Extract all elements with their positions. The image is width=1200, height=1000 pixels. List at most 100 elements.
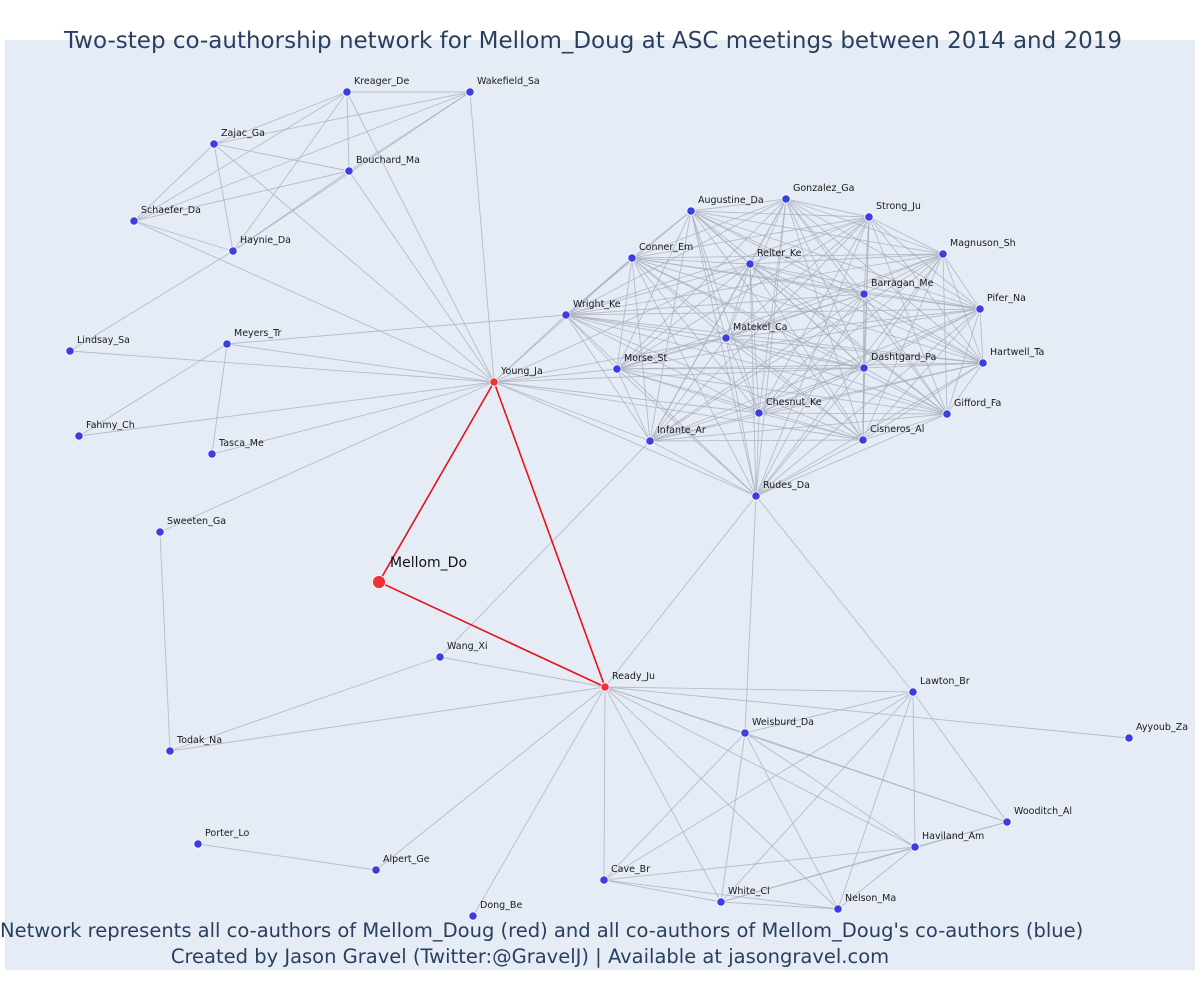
node-dashtgard-pa[interactable]: [859, 363, 869, 373]
coauthor-edge: [725, 337, 948, 415]
node-fahmy-ch[interactable]: [74, 431, 84, 441]
coauthor-edge: [631, 257, 751, 265]
coauthor-edge: [755, 439, 864, 497]
node-haviland-am[interactable]: [910, 842, 920, 852]
coauthor-edge: [213, 143, 234, 252]
node-label-strong-ju: Strong_Ju: [876, 201, 921, 212]
coauthor-edge: [744, 495, 757, 734]
node-hartwell-ta[interactable]: [978, 358, 988, 368]
network-graph: Mellom_Do Young_Ja Ready_Ju Kreager_De Wakef…: [65, 76, 1188, 921]
node-lawton-br[interactable]: [908, 687, 918, 697]
coauthor-edge: [604, 686, 746, 734]
coauthor-edge: [565, 257, 633, 316]
coauthor-edge: [758, 412, 948, 415]
coauthor-edge: [346, 91, 350, 172]
coauthor-edge: [749, 263, 757, 497]
node-lindsay-sa[interactable]: [65, 346, 75, 356]
node-wooditch-al[interactable]: [1002, 817, 1012, 827]
node-label-wang-xi: Wang_Xi: [447, 641, 488, 652]
node-cave-br[interactable]: [599, 875, 609, 885]
coauthor-edge: [616, 308, 981, 370]
node-label-meyers-tr: Meyers_Tr: [234, 328, 282, 339]
coauthor-edge: [725, 337, 865, 369]
coauthor-edge: [133, 220, 234, 252]
node-pifer-na[interactable]: [975, 304, 985, 314]
node-meyers-tr[interactable]: [222, 339, 232, 349]
node-porter-lo[interactable]: [193, 839, 203, 849]
coauthor-edge: [758, 308, 981, 414]
coauthor-edge: [565, 253, 944, 316]
coauthor-edge: [213, 91, 348, 145]
node-label-gifford-fa: Gifford_Fa: [954, 398, 1001, 409]
node-haynie-da[interactable]: [228, 246, 238, 256]
node-tasca-me[interactable]: [207, 449, 217, 459]
coauthor-edge: [649, 362, 984, 442]
coauthor-edge: [604, 686, 839, 910]
node-gifford-fa[interactable]: [942, 409, 952, 419]
node-ready-ju[interactable]: [600, 682, 610, 692]
coauthor-edge: [868, 216, 984, 364]
coauthor-edge: [213, 143, 350, 172]
coauthor-edge: [603, 879, 839, 910]
node-label-bouchard-ma: Bouchard_Ma: [356, 155, 420, 166]
node-young-ja[interactable]: [489, 377, 499, 387]
node-wright-ke[interactable]: [561, 310, 571, 320]
node-white-cl[interactable]: [716, 897, 726, 907]
node-cisneros-al[interactable]: [858, 435, 868, 445]
node-strong-ju[interactable]: [864, 212, 874, 222]
node-mellom-do[interactable]: [372, 575, 386, 589]
coauthor-edge: [863, 293, 981, 310]
coauthor-edge: [837, 846, 916, 910]
coauthor-edge: [744, 732, 916, 848]
focal-edge: [378, 581, 606, 688]
coauthor-edge: [565, 314, 760, 414]
node-label-pifer-na: Pifer_Na: [987, 293, 1026, 304]
node-magnuson-sh[interactable]: [938, 249, 948, 259]
node-kreager-de[interactable]: [342, 87, 352, 97]
node-wang-xi[interactable]: [435, 652, 445, 662]
coauthor-edge: [946, 362, 984, 415]
coauthor-edge: [211, 381, 495, 455]
coauthor-edge: [868, 216, 944, 255]
coauthor-edge: [755, 495, 914, 693]
node-zajac-ga[interactable]: [209, 139, 219, 149]
node-wakefield-sa[interactable]: [465, 87, 475, 97]
node-schaefer-da[interactable]: [129, 216, 139, 226]
node-barragan-me[interactable]: [859, 289, 869, 299]
node-nelson-ma[interactable]: [833, 904, 843, 914]
node-label-haviland-am: Haviland_Am: [922, 831, 984, 842]
coauthor-edge: [631, 257, 865, 369]
node-weisburd-da[interactable]: [740, 728, 750, 738]
node-sweeten-ga[interactable]: [155, 527, 165, 537]
node-augustine-da[interactable]: [686, 206, 696, 216]
coauthor-edge: [493, 367, 865, 383]
node-rudes-da[interactable]: [751, 491, 761, 501]
coauthor-edge: [725, 337, 760, 414]
coauthor-edge: [616, 198, 787, 370]
coauthor-edge: [375, 686, 606, 871]
coauthor-edge: [744, 732, 1008, 823]
coauthor-edge: [785, 198, 984, 364]
node-gonzalez-ga[interactable]: [781, 194, 791, 204]
coauthor-edge: [649, 308, 981, 442]
node-label-hartwell-ta: Hartwell_Ta: [990, 347, 1044, 358]
coauthor-edge: [758, 367, 865, 414]
node-morse-st[interactable]: [612, 364, 622, 374]
coauthor-edge: [346, 91, 495, 383]
coauthor-edge: [631, 257, 757, 497]
coauthor-edge: [603, 686, 606, 881]
node-ayyoub-za[interactable]: [1124, 733, 1134, 743]
node-relter-ke[interactable]: [745, 259, 755, 269]
node-infante-ar[interactable]: [645, 436, 655, 446]
coauthor-edge: [744, 732, 839, 910]
node-matekel-ca[interactable]: [721, 333, 731, 343]
node-chesnut-ke[interactable]: [754, 408, 764, 418]
node-bouchard-ma[interactable]: [344, 166, 354, 176]
node-dong-be[interactable]: [468, 911, 478, 921]
node-alpert-ge[interactable]: [371, 865, 381, 875]
coauthor-edge: [439, 656, 606, 688]
node-todak-na[interactable]: [165, 746, 175, 756]
node-conner-em[interactable]: [627, 253, 637, 263]
coauthor-edge: [785, 198, 944, 255]
